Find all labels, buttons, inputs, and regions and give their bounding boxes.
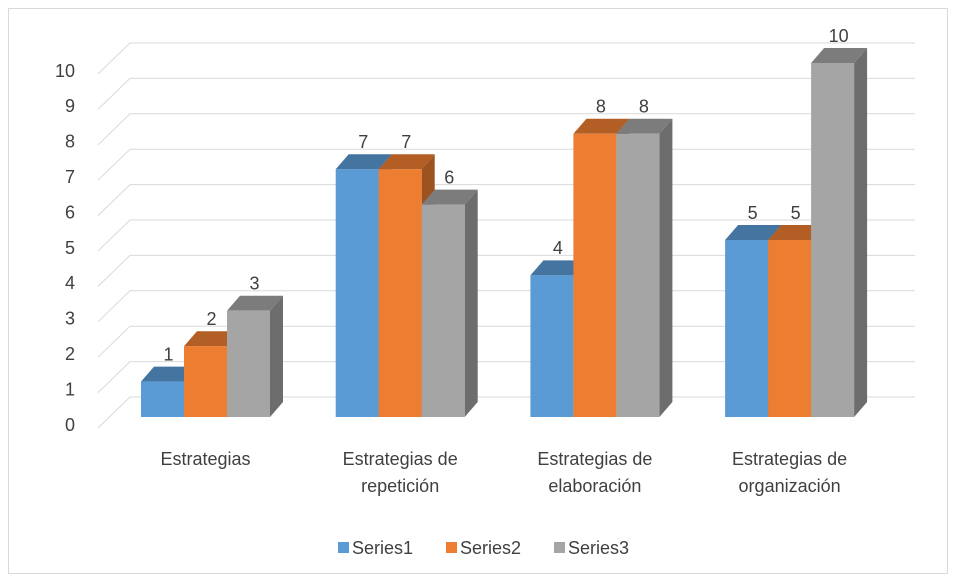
bar (421, 204, 465, 417)
data-label: 5 (748, 203, 758, 223)
bar-top (421, 189, 478, 205)
bar-top (184, 331, 240, 347)
x-tick-label: Estrategias de elaboración (537, 449, 653, 496)
bar-top (616, 118, 673, 134)
bar (335, 169, 379, 417)
y-tick-label: 5 (65, 238, 75, 258)
y-tick-label: 6 (65, 202, 75, 222)
chart-border (8, 8, 948, 574)
data-label: 2 (206, 309, 216, 329)
bar-top (227, 295, 283, 311)
bar-top (378, 154, 435, 170)
data-label: 7 (358, 132, 368, 152)
y-tick-label: 1 (65, 379, 75, 399)
grid-line (97, 77, 915, 110)
data-label: 6 (444, 167, 454, 187)
x-tick-label: Estrategias de organización (732, 449, 848, 496)
x-tick-label: Estrategias de repetición (342, 449, 458, 496)
y-tick-label: 3 (65, 309, 75, 329)
grid-line (97, 42, 915, 75)
data-label: 10 (829, 26, 849, 46)
data-label: 4 (553, 238, 563, 258)
y-tick-label: 4 (65, 273, 75, 293)
grid-line (97, 113, 915, 146)
bar-top (725, 225, 782, 240)
y-tick-label: 10 (55, 61, 75, 81)
bar (616, 133, 660, 418)
bar (378, 169, 422, 417)
grid-line (97, 148, 915, 181)
data-label: 1 (163, 344, 173, 364)
data-label: 3 (249, 274, 259, 294)
legend-swatch (446, 542, 457, 553)
bar-top (335, 154, 392, 170)
legend-label: Series1 (352, 538, 413, 558)
bar (811, 63, 855, 417)
bar (725, 240, 769, 417)
bar (573, 133, 617, 418)
data-label: 5 (791, 203, 801, 223)
data-label: 8 (596, 97, 606, 117)
bar-side (464, 189, 478, 417)
bar-top (141, 366, 197, 382)
bar-top (530, 260, 587, 276)
y-tick-label: 2 (65, 344, 75, 364)
legend-swatch (554, 542, 565, 553)
bar (227, 310, 270, 417)
bar (141, 381, 184, 417)
bar-side (659, 118, 673, 418)
bar-top (811, 48, 868, 63)
legend-swatch (338, 542, 349, 553)
bar-side (854, 48, 868, 417)
bar (768, 240, 812, 417)
bar-side (270, 295, 283, 417)
legend-label: Series3 (568, 538, 629, 558)
x-tick-label: Estrategias (160, 449, 251, 469)
y-tick-label: 7 (65, 167, 75, 187)
bar (530, 275, 574, 417)
bar-top (768, 225, 825, 240)
y-tick-label: 0 (65, 415, 75, 435)
bar-top (573, 118, 630, 134)
data-label: 7 (401, 132, 411, 152)
y-tick-label: 8 (65, 132, 75, 152)
legend-label: Series2 (460, 538, 521, 558)
y-tick-label: 9 (65, 96, 75, 116)
data-label: 8 (639, 97, 649, 117)
bar (184, 346, 227, 417)
